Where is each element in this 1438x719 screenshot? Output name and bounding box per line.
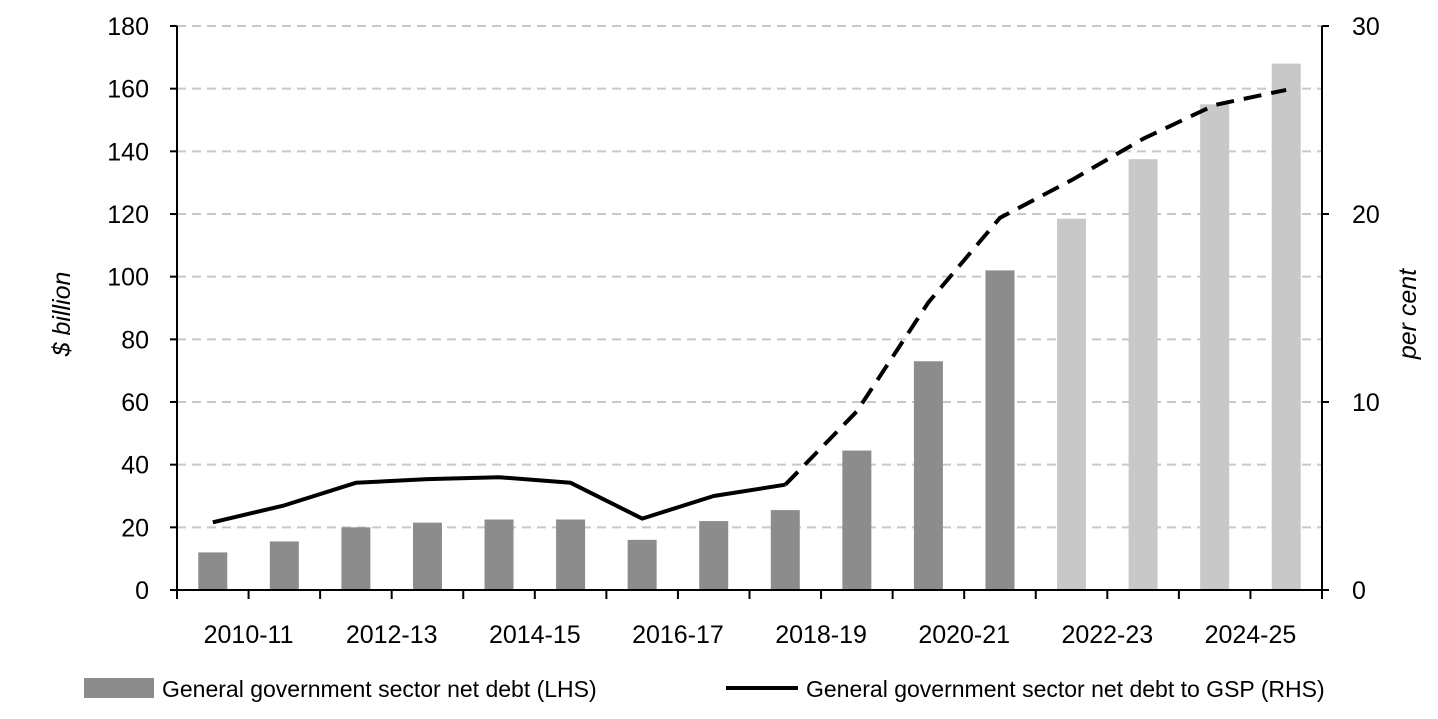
gridlines — [177, 25, 1322, 529]
bar-2024-25 — [1200, 104, 1230, 590]
y-left-tick-label: 40 — [121, 452, 149, 480]
legend: General government sector net debt (LHS)… — [84, 676, 1325, 702]
bar-2017-18 — [699, 521, 729, 590]
x-tick-label: 2020-21 — [918, 621, 1010, 649]
bar-2018-19 — [770, 510, 800, 590]
y-left-tick-label: 120 — [107, 201, 149, 229]
legend-bar-swatch — [84, 678, 154, 698]
x-tick-label: 2018-19 — [775, 621, 867, 649]
y-left-tick-label: 140 — [107, 138, 149, 166]
y-left-tick-label: 60 — [121, 389, 149, 417]
y-left-tick-label: 100 — [107, 264, 149, 292]
bar-2023-24 — [1128, 159, 1158, 590]
line-solid-segment — [212, 475, 786, 525]
y-axis-right-title: per cent — [1394, 268, 1422, 360]
axes: 0 20 40 60 80 100 120 140 160 180 0 10 20 30 2010-11 20… — [107, 13, 1380, 649]
y-left-tick-label: 160 — [107, 76, 149, 104]
x-tick-label: 2014-15 — [489, 621, 581, 649]
legend-bar-label: General government sector net debt (LHS) — [162, 676, 597, 702]
bar-2019-20 — [842, 450, 872, 590]
bar-2015-16 — [556, 519, 586, 590]
y-axis-left-title: $ billion — [48, 272, 76, 358]
y-right-tick-label: 10 — [1352, 389, 1380, 417]
x-tick-label: 2024-25 — [1205, 621, 1297, 649]
line-series — [212, 87, 1287, 525]
y-left-tick-label: 180 — [107, 13, 149, 41]
bar-2016-17 — [627, 539, 657, 590]
bar-2021-22 — [985, 270, 1015, 590]
y-right-tick-label: 20 — [1352, 201, 1380, 229]
bar-2011-12 — [269, 541, 299, 590]
bar-2020-21 — [913, 361, 943, 590]
legend-line-label: General government sector net debt to GS… — [806, 676, 1325, 702]
bar-2014-15 — [484, 519, 514, 590]
bar-2025-26 — [1271, 63, 1301, 591]
bar-2022-23 — [1057, 218, 1087, 590]
bar-2012-13 — [341, 527, 371, 590]
x-tick-label: 2022-23 — [1061, 621, 1153, 649]
x-tick-label: 2012-13 — [346, 621, 438, 649]
y-left-tick-label: 80 — [121, 326, 149, 354]
y-right-tick-label: 30 — [1352, 13, 1380, 41]
y-left-tick-label: 20 — [121, 514, 149, 542]
y-left-tick-label: 0 — [135, 577, 149, 605]
x-tick-label: 2016-17 — [632, 621, 724, 649]
bar-2010-11 — [198, 552, 228, 590]
bar-2013-14 — [412, 522, 442, 590]
x-tick-label: 2010-11 — [204, 621, 294, 649]
y-right-tick-label: 0 — [1352, 577, 1366, 605]
bar-series — [198, 63, 1301, 591]
line-dashed-segment — [783, 87, 1287, 487]
